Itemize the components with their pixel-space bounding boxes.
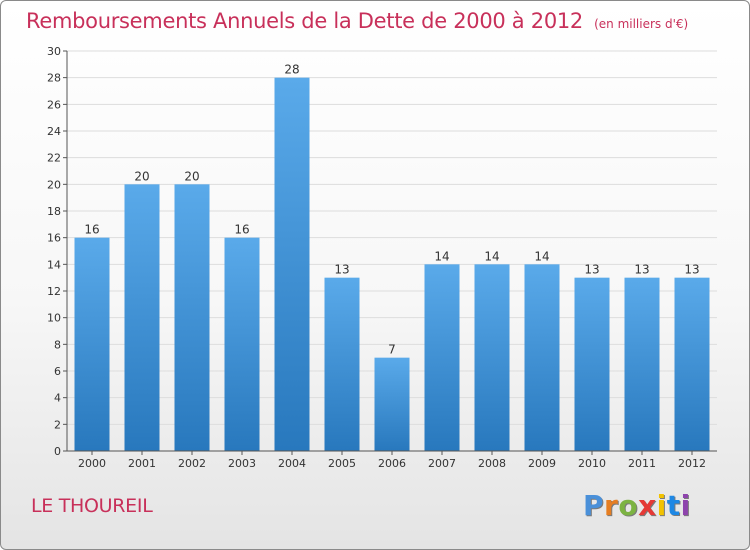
x-tick-label: 2006 bbox=[378, 457, 406, 470]
y-tick-label: 6 bbox=[54, 365, 61, 378]
bar-value-label: 14 bbox=[434, 249, 449, 263]
chart-title-text: Remboursements Annuels de la Dette de 20… bbox=[26, 9, 583, 33]
y-tick-label: 10 bbox=[47, 312, 61, 325]
logo-letter: P bbox=[583, 489, 605, 522]
place-name: LE THOUREIL bbox=[31, 495, 153, 517]
logo-letter: r bbox=[604, 489, 619, 522]
y-tick-label: 8 bbox=[54, 338, 61, 351]
x-tick-label: 2003 bbox=[228, 457, 256, 470]
y-tick-label: 26 bbox=[47, 98, 61, 111]
bar bbox=[224, 237, 260, 451]
proxiti-logo: Proxiti bbox=[583, 489, 691, 522]
bar bbox=[324, 277, 360, 451]
logo-letter: o bbox=[618, 489, 639, 522]
y-tick-label: 20 bbox=[47, 178, 61, 191]
bars: 16 20 20 16 28 13 7 14 14 14 13 13 13 bbox=[74, 63, 710, 452]
bar-value-label: 13 bbox=[334, 263, 349, 277]
x-tick-label: 2002 bbox=[178, 457, 206, 470]
logo-letter: t bbox=[666, 489, 681, 522]
y-tick-label: 2 bbox=[54, 418, 61, 431]
y-tick-label: 18 bbox=[47, 205, 61, 218]
y-tick-label: 0 bbox=[54, 445, 61, 458]
bar bbox=[374, 357, 410, 451]
x-tick-label: 2004 bbox=[278, 457, 306, 470]
bar bbox=[74, 237, 110, 451]
bar bbox=[574, 277, 610, 451]
bar-value-label: 7 bbox=[388, 343, 396, 357]
bar-value-label: 16 bbox=[84, 223, 99, 237]
logo-letter: i bbox=[680, 489, 691, 522]
x-tick-label: 2005 bbox=[328, 457, 356, 470]
bar-value-label: 14 bbox=[534, 249, 549, 263]
bar bbox=[674, 277, 710, 451]
x-tick-label: 2011 bbox=[628, 457, 656, 470]
bar-value-label: 13 bbox=[584, 263, 599, 277]
x-tick-label: 2008 bbox=[478, 457, 506, 470]
y-tick-label: 16 bbox=[47, 232, 61, 245]
y-tick-label: 4 bbox=[54, 392, 61, 405]
x-tick-label: 2010 bbox=[578, 457, 606, 470]
bar-value-label: 13 bbox=[684, 263, 699, 277]
bar-value-label: 20 bbox=[134, 169, 149, 183]
bar bbox=[274, 77, 310, 452]
y-tick-label: 28 bbox=[47, 72, 61, 85]
logo-letter: x bbox=[638, 489, 657, 522]
bar-value-label: 13 bbox=[634, 263, 649, 277]
bar bbox=[524, 264, 560, 451]
y-tick-label: 12 bbox=[47, 285, 61, 298]
bar bbox=[424, 264, 460, 451]
x-tick-label: 2007 bbox=[428, 457, 456, 470]
bar bbox=[474, 264, 510, 451]
x-tick-label: 2009 bbox=[528, 457, 556, 470]
bar-value-label: 28 bbox=[284, 63, 299, 77]
bar-value-label: 16 bbox=[234, 223, 249, 237]
y-tick-label: 22 bbox=[47, 152, 61, 165]
bar bbox=[174, 184, 210, 452]
y-tick-label: 30 bbox=[47, 45, 61, 58]
x-tick-label: 2001 bbox=[128, 457, 156, 470]
bar-value-label: 20 bbox=[184, 169, 199, 183]
x-tick-label: 2000 bbox=[78, 457, 106, 470]
chart-title: Remboursements Annuels de la Dette de 20… bbox=[26, 9, 688, 33]
x-tick-label: 2012 bbox=[678, 457, 706, 470]
bar bbox=[624, 277, 660, 451]
bar-value-label: 14 bbox=[484, 249, 499, 263]
y-tick-label: 24 bbox=[47, 125, 61, 138]
bar bbox=[124, 184, 160, 452]
y-tick-label: 14 bbox=[47, 258, 61, 271]
unit-label: (en milliers d'€) bbox=[594, 17, 689, 31]
logo-letter: i bbox=[656, 489, 667, 522]
